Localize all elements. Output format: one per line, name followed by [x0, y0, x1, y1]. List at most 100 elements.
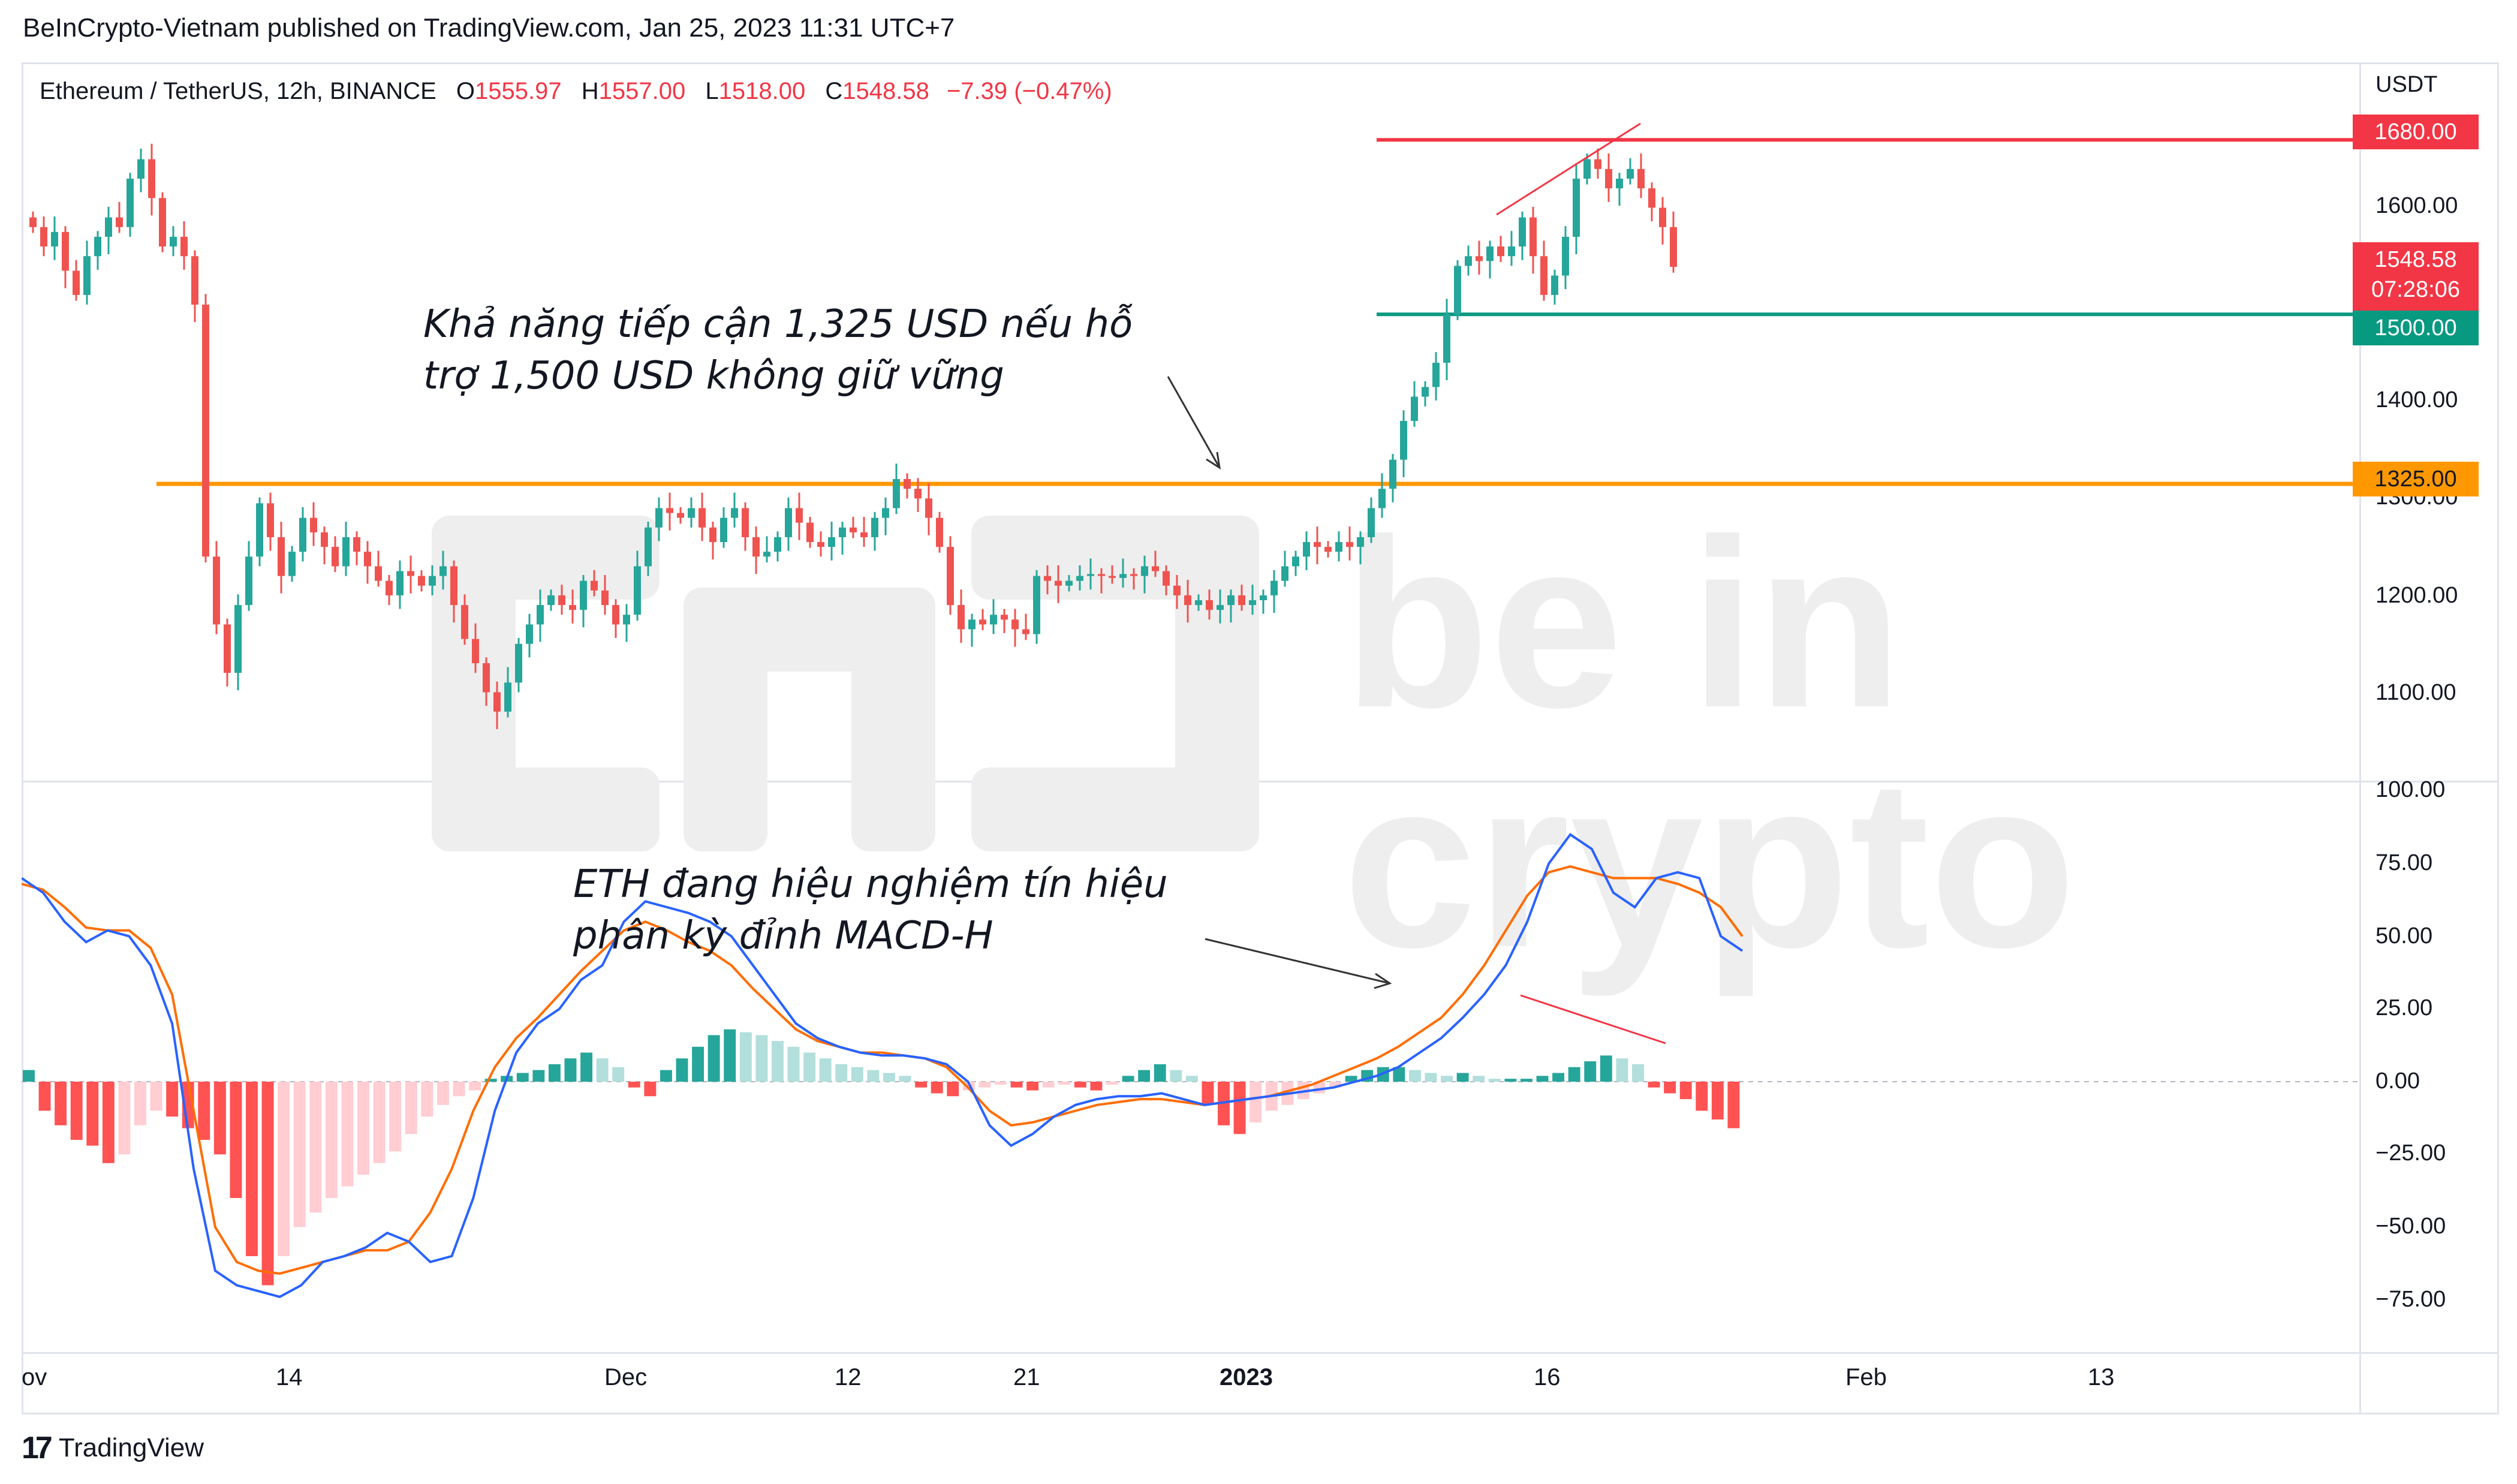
candle-body — [1206, 600, 1213, 610]
candle-body — [936, 517, 943, 547]
candle-body — [1346, 542, 1353, 547]
macd-histogram-bar — [771, 1041, 784, 1082]
close-value: 1548.58 — [842, 78, 929, 104]
pane-divider[interactable] — [22, 781, 2499, 782]
macd-line — [22, 833, 1744, 1299]
candle-body — [601, 590, 609, 606]
watermark-line1: be in — [1343, 489, 1903, 757]
candle-body — [699, 508, 706, 528]
macd-tick: −75.00 — [2376, 1287, 2446, 1312]
macd-tick: −50.00 — [2376, 1214, 2446, 1239]
time-label: ov — [22, 1364, 47, 1390]
candle-body — [785, 508, 792, 537]
candle-body — [526, 624, 533, 644]
price-annotation-line1: Khả năng tiếp cận 1,325 USD nếu hỗ — [423, 302, 1133, 347]
candle-body — [612, 605, 619, 625]
time-label: 14 — [276, 1364, 303, 1390]
candle-body — [1281, 566, 1288, 581]
last-price-value: 1548.58 — [2374, 247, 2457, 272]
macd-histogram-bar — [1425, 1073, 1437, 1082]
macd-histogram-bar — [421, 1082, 433, 1117]
macd-histogram-bar — [1711, 1082, 1724, 1120]
resistance-price-badge: 1680.00 — [2353, 115, 2479, 149]
candle-body — [40, 227, 47, 247]
macd-histogram-bar — [246, 1082, 258, 1256]
candle-body — [213, 556, 220, 625]
candle-body — [752, 537, 760, 557]
bar-countdown: 07:28:06 — [2371, 277, 2460, 302]
symbol-title[interactable]: Ethereum / TetherUS, 12h, BINANCE — [40, 78, 436, 104]
candle-body — [29, 217, 37, 227]
price-annotation: Khả năng tiếp cận 1,325 USD nếu hỗ trợ 1… — [423, 299, 1133, 402]
macd-histogram-bar — [1074, 1082, 1086, 1088]
candle-body — [677, 513, 684, 518]
macd-tick: 0.00 — [2376, 1068, 2420, 1094]
macd-histogram-bar — [38, 1082, 51, 1111]
candle-body — [1238, 595, 1245, 606]
candle-body — [288, 552, 296, 576]
macd-histogram-bar — [1441, 1076, 1453, 1082]
macd-histogram-bar — [1408, 1070, 1421, 1082]
candle-body — [731, 508, 738, 518]
candle-body — [375, 566, 382, 581]
macd-histogram-bar — [707, 1035, 720, 1082]
candle-body — [1551, 275, 1558, 295]
candle-body — [1562, 236, 1569, 276]
candle-body — [1303, 542, 1310, 557]
tradingview-brand: TradingView — [58, 1433, 204, 1462]
candle-body — [623, 615, 630, 625]
candle-body — [1605, 168, 1612, 189]
macd-histogram-bar — [389, 1082, 402, 1152]
macd-histogram-bar — [1202, 1082, 1214, 1105]
candle-body — [116, 217, 123, 227]
last-price-badge: 1548.58 07:28:06 — [2353, 242, 2479, 312]
macd-histogram-bar — [548, 1064, 561, 1082]
price-tick: 1400.00 — [2376, 387, 2458, 413]
candle-body — [1616, 178, 1623, 189]
candle-body — [1087, 574, 1094, 576]
time-axis-divider — [22, 1352, 2499, 1354]
time-label: 21 — [1013, 1364, 1040, 1390]
candle-body — [558, 595, 565, 606]
candle-body — [817, 542, 824, 547]
open-label: O — [456, 78, 475, 104]
time-label: 16 — [1534, 1364, 1561, 1390]
candle-body — [202, 305, 209, 557]
candle-body — [137, 159, 144, 179]
macd-histogram-bar — [1250, 1082, 1262, 1122]
tradingview-footer[interactable]: 17 TradingView — [22, 1430, 204, 1466]
price-and-macd-chart[interactable] — [22, 62, 2360, 1351]
macd-annotation-line1: ETH đang hiệu nghiệm tín hiệu — [573, 862, 1168, 907]
close-label: C — [825, 78, 843, 104]
candle-body — [483, 663, 490, 693]
candle-body — [396, 571, 404, 595]
macd-histogram-bar — [1185, 1076, 1198, 1082]
candle-body — [1378, 489, 1386, 508]
candle-body — [1055, 580, 1062, 586]
candle-body — [1497, 246, 1504, 257]
macd-histogram-bar — [341, 1082, 354, 1187]
candle-body — [1109, 576, 1116, 578]
candle-body — [1368, 508, 1375, 537]
candle-body — [1519, 217, 1526, 247]
candle-body — [774, 537, 781, 552]
candle-body — [1648, 188, 1655, 208]
macd-histogram-bar — [867, 1070, 880, 1082]
macd-tick: 75.00 — [2376, 850, 2433, 875]
candle-body — [278, 537, 285, 576]
candle-body — [94, 236, 101, 257]
candle-body — [1044, 576, 1051, 581]
candle-body — [429, 576, 436, 586]
bic-logo-icon — [432, 516, 1259, 851]
macd-tick: −25.00 — [2376, 1140, 2446, 1166]
candle-body — [720, 517, 727, 543]
macd-histogram-bar — [230, 1082, 242, 1198]
macd-histogram-bar — [23, 1070, 35, 1082]
macd-histogram-bar — [1106, 1082, 1118, 1085]
candle-body — [62, 231, 69, 271]
candle-body — [796, 508, 803, 523]
candle-body — [364, 552, 371, 567]
candle-body — [666, 508, 673, 513]
macd-histogram-bar — [692, 1046, 704, 1082]
ohlc-legend: Ethereum / TetherUS, 12h, BINANCE O1555.… — [40, 78, 1112, 105]
